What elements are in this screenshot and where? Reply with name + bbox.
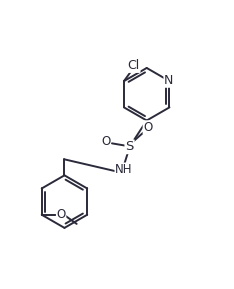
Text: O: O [143,121,153,134]
Text: NH: NH [115,163,133,176]
Text: S: S [125,140,134,153]
Text: O: O [101,135,110,148]
Text: O: O [56,208,66,221]
Text: N: N [164,74,173,87]
Text: Cl: Cl [128,59,140,72]
